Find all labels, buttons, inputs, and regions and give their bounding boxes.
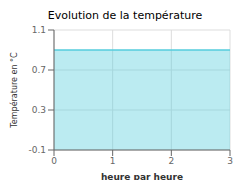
svg-text:0.7: 0.7 xyxy=(32,65,46,75)
svg-text:1.1: 1.1 xyxy=(32,25,46,35)
svg-text:heure par heure: heure par heure xyxy=(101,172,183,180)
svg-text:Température en °C: Température en °C xyxy=(9,52,19,129)
svg-text:-0.1: -0.1 xyxy=(28,145,46,155)
svg-text:2: 2 xyxy=(168,156,174,166)
svg-text:1: 1 xyxy=(110,156,116,166)
svg-text:3: 3 xyxy=(227,156,233,166)
svg-text:0.3: 0.3 xyxy=(32,105,46,115)
html-text:Evolution de la température: Evolution de la température xyxy=(47,9,203,22)
svg-text:0: 0 xyxy=(51,156,57,166)
